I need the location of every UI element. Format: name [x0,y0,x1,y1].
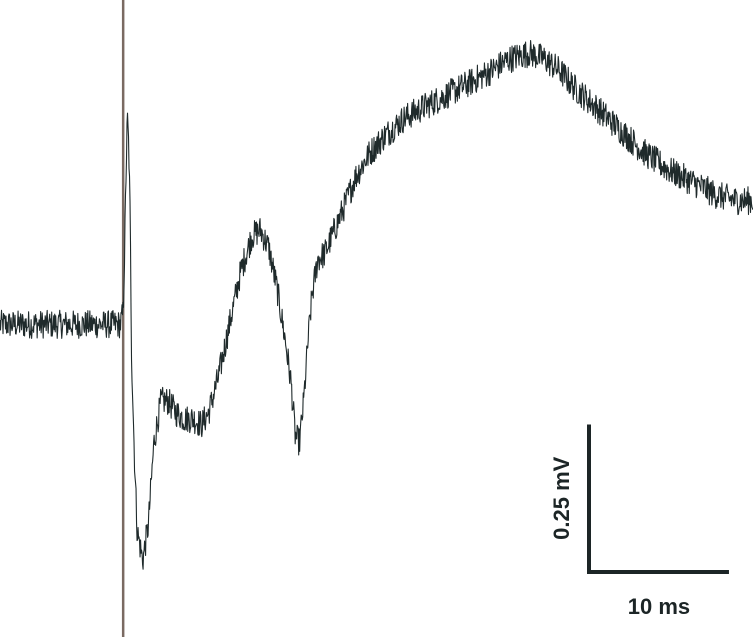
voltage-trace [0,40,753,570]
scale-bar-lines [587,424,729,574]
voltage-scale-label: 0.25 mV [549,456,574,539]
scale-bar: 0.25 mV 10 ms [549,424,729,619]
time-scale-label: 10 ms [628,594,690,619]
trace-layer [0,40,753,570]
